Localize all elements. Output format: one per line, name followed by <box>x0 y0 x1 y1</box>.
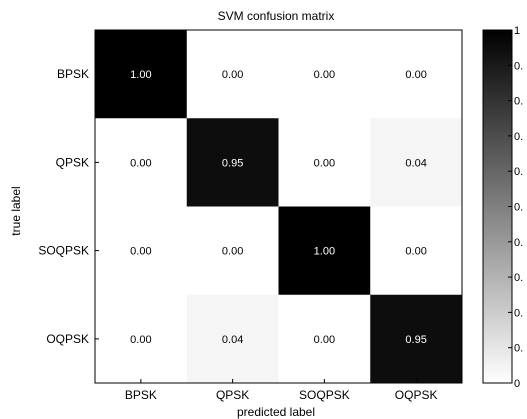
cell-value-label: 0.95 <box>222 157 243 169</box>
y-tick-label: QPSK <box>56 155 89 169</box>
cell-value-label: 0.00 <box>405 246 426 258</box>
heatmap-cell <box>370 30 463 119</box>
colorbar <box>482 29 513 384</box>
heatmap-cell <box>95 118 188 207</box>
cell-value-label: 0.00 <box>130 246 151 258</box>
cell-value-label: 0.00 <box>314 157 335 169</box>
cell-value-label: 1.00 <box>130 69 151 81</box>
cell-value-label: 1.00 <box>314 246 335 258</box>
cell-value-label: 0.00 <box>405 69 426 81</box>
cell-value-label: 0.00 <box>130 157 151 169</box>
colorbar-tick-label: 0. <box>514 307 523 319</box>
y-axis-ticks: BPSK QPSK SOQPSK OQPSK <box>38 67 99 346</box>
colorbar-tick-label: 0. <box>514 60 523 72</box>
x-tick-label: QPSK <box>216 388 249 402</box>
cell-value-label: 0.00 <box>130 334 151 346</box>
colorbar-tick-label: 0. <box>514 166 523 178</box>
heatmap-cell-labels: 1.00 0.00 0.00 0.00 0.00 0.95 0.00 0.04 0.00 0.00… <box>130 69 427 346</box>
cell-value-label: 0.04 <box>222 334 243 346</box>
y-tick-label: BPSK <box>57 67 89 81</box>
cell-value-label: 0.00 <box>314 69 335 81</box>
colorbar-tick-label: 1 <box>514 25 520 37</box>
heatmap-cell <box>278 294 371 384</box>
heatmap-cell <box>95 206 188 296</box>
cell-value-label: 0.00 <box>222 69 243 81</box>
cell-value-label: 0.95 <box>405 334 426 346</box>
heatmap-cell <box>186 118 279 207</box>
heatmap-cell <box>278 30 371 119</box>
heatmap-cell <box>186 206 279 296</box>
x-axis-label: predicted label <box>237 405 315 419</box>
colorbar-tick-label: 0. <box>514 202 523 214</box>
heatmap-cell <box>95 30 188 119</box>
x-tick-label: OQPSK <box>395 388 438 402</box>
heatmap-cell <box>370 294 463 384</box>
y-tick-label: SOQPSK <box>38 244 89 258</box>
heatmap-cell <box>370 206 463 296</box>
colorbar-tick-label: 0. <box>514 96 523 108</box>
colorbar-tick-label: 0. <box>514 343 523 355</box>
cell-value-label: 0.00 <box>314 334 335 346</box>
plot-frame <box>94 29 463 384</box>
heatmap-cell <box>186 294 279 384</box>
heatmap-cell <box>278 118 371 207</box>
x-tick-label: SOQPSK <box>299 388 350 402</box>
heatmap-cell <box>186 30 279 119</box>
colorbar-ticks: 1 0. 0. 0. 0. 0. 0. 0. 0. 0. 0 <box>508 25 523 390</box>
colorbar-tick-label: 0. <box>514 131 523 143</box>
colorbar-tick-label: 0. <box>514 272 523 284</box>
x-tick-label: BPSK <box>125 388 157 402</box>
heatmap-cells <box>95 30 463 384</box>
cell-value-label: 0.00 <box>222 246 243 258</box>
y-tick-label: OQPSK <box>46 332 89 346</box>
colorbar-tick-label: 0. <box>514 237 523 249</box>
heatmap-cell <box>278 206 371 296</box>
heatmap-cell <box>95 294 188 384</box>
heatmap-cell <box>370 118 463 207</box>
chart-title: SVM confusion matrix <box>218 9 335 23</box>
colorbar-tick-label: 0 <box>514 378 520 390</box>
y-axis-label: true label <box>9 186 23 235</box>
x-axis-ticks: BPSK QPSK SOQPSK OQPSK <box>125 379 438 402</box>
cell-value-label: 0.04 <box>405 157 426 169</box>
